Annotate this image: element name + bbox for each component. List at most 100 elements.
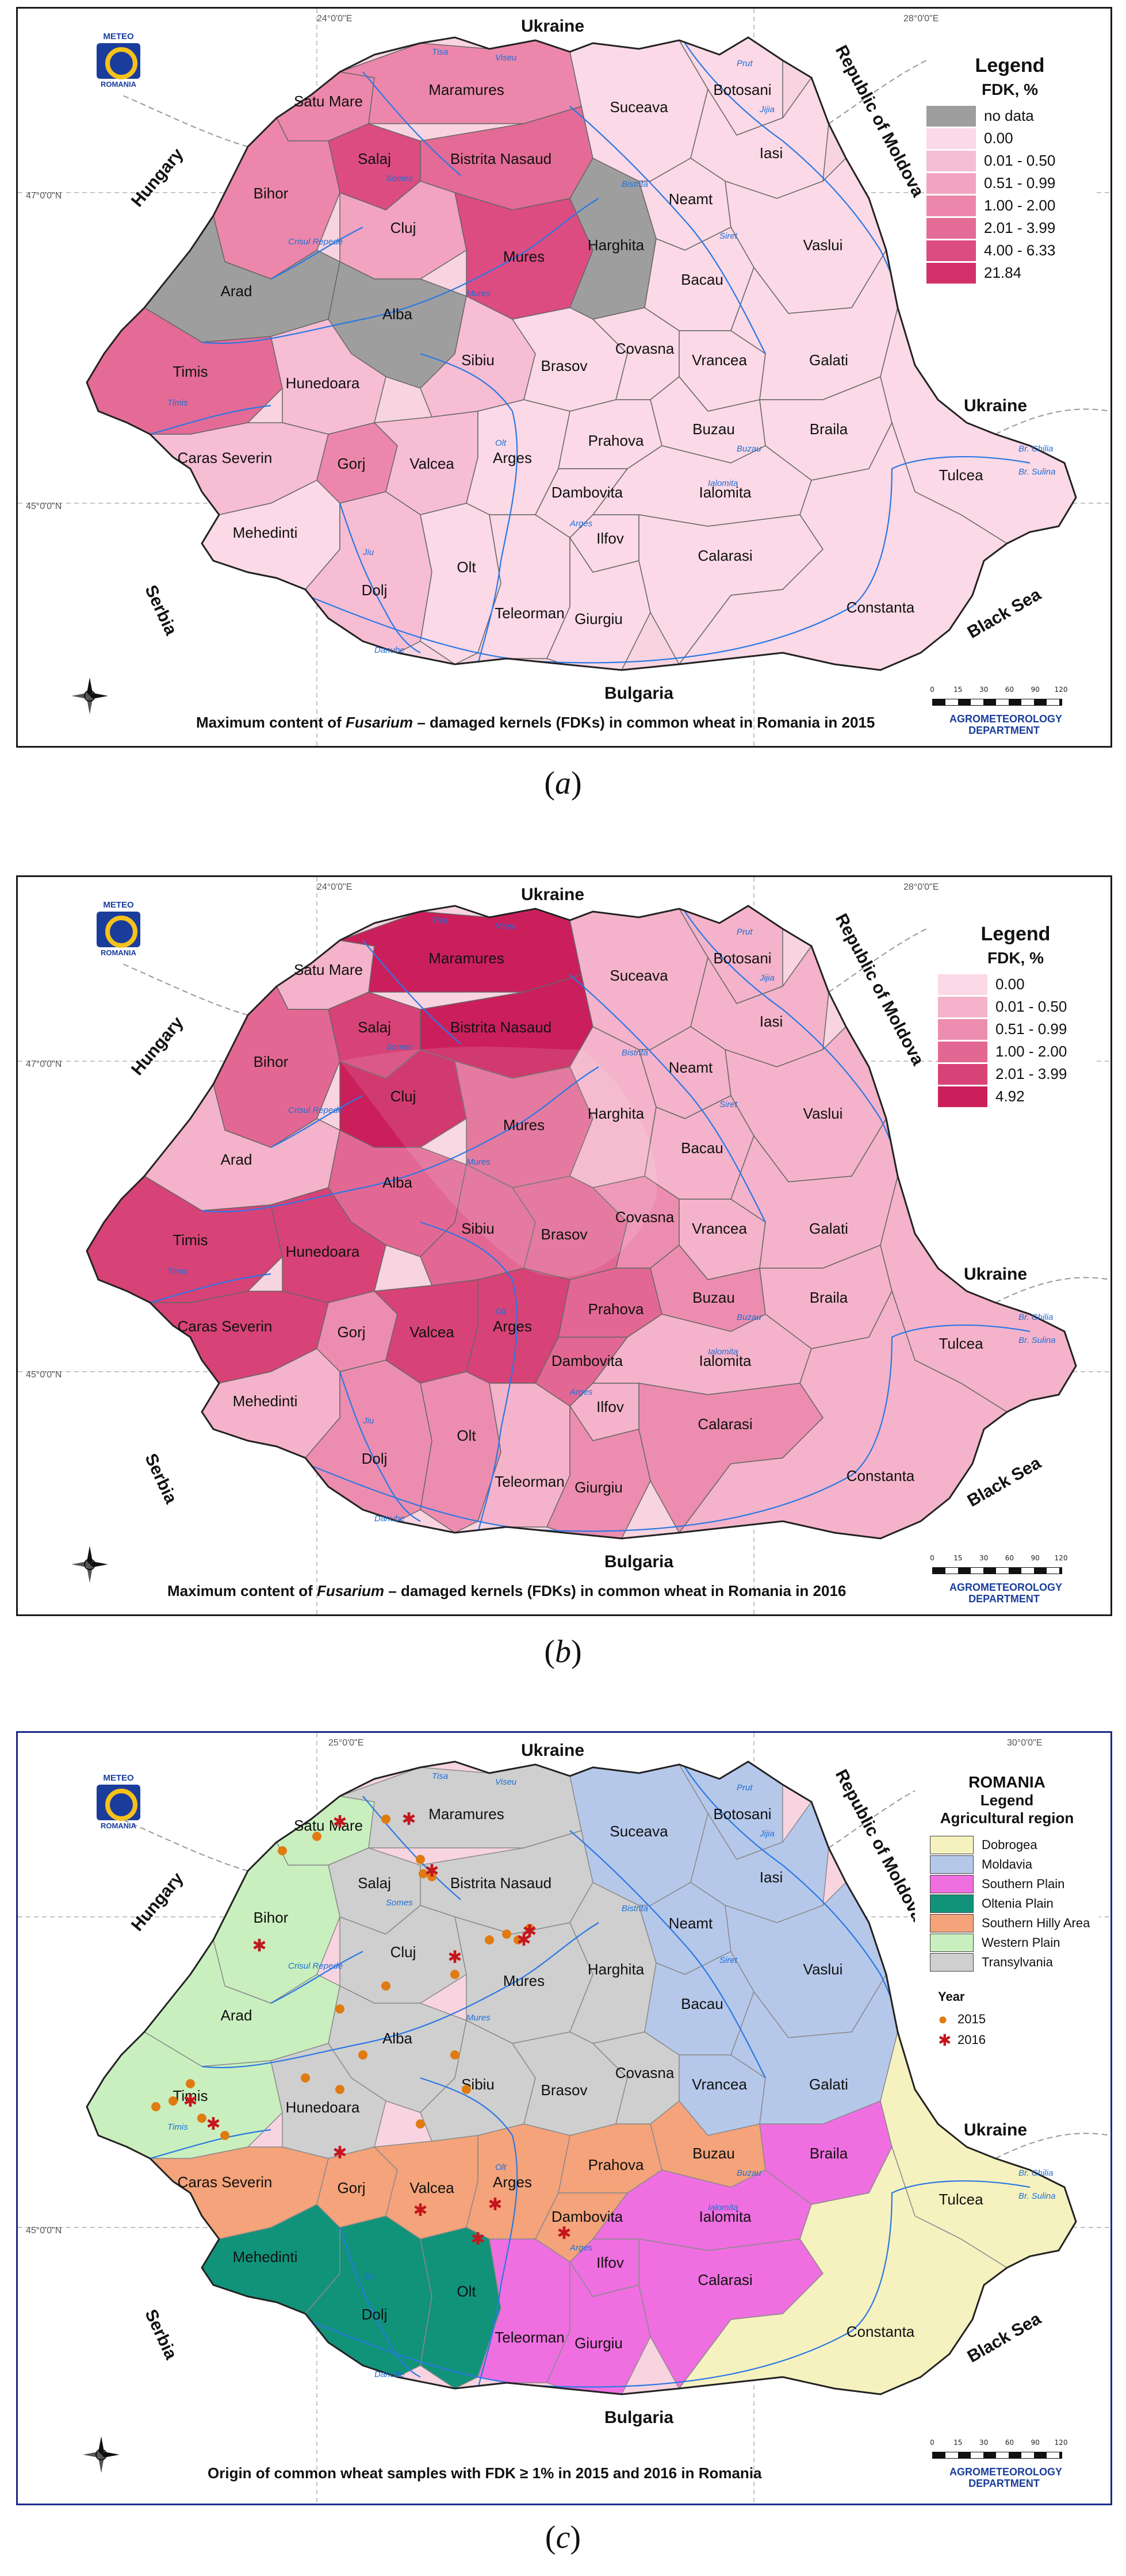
agro-text: AGROMETEOROLOGY DEPARTMENT: [949, 713, 1063, 736]
scale-label: 90: [1031, 2439, 1040, 2447]
map-title-regions: Origin of common wheat samples with FDK …: [208, 2464, 762, 2482]
scale-label: 60: [1005, 686, 1014, 694]
logo-bottom-text: ROMANIA: [100, 948, 137, 957]
county-label: Mures: [503, 248, 545, 265]
river-label: Danube: [374, 1514, 405, 1524]
county-label: Braila: [810, 1289, 848, 1306]
legend-2016: Legend FDK, % 0.00 0.01 - 0.50 0.51 - 0.99…: [938, 923, 1093, 1108]
sample-2015-marker: [462, 2085, 471, 2094]
county-label: Arad: [221, 2007, 252, 2024]
map-panel-2016: Satu Mare Maramures Salaj Bistrita Nasaud Bi…: [16, 875, 1112, 1616]
legend-swatch: [926, 240, 976, 261]
river-line: [339, 503, 421, 653]
country-label-serbia: Serbia: [141, 1450, 181, 1506]
country-label-hungary: Hungary: [128, 1013, 187, 1079]
county-label: Harghita: [588, 1105, 645, 1122]
legend-item: 2.01 - 3.99: [938, 1063, 1093, 1085]
sample-2016-marker: ✱: [206, 2114, 220, 2134]
county-label: Brasov: [541, 2081, 588, 2099]
country-label-bulgaria: Bulgaria: [604, 684, 673, 703]
county-label: Cluj: [390, 1088, 416, 1105]
river-line: [213, 456, 1031, 664]
scale-bar: [932, 699, 1062, 706]
county-label: Hunedoara: [286, 2099, 360, 2116]
river-line: [213, 2180, 1031, 2388]
legend-item: 0.51 - 0.99: [926, 172, 1093, 194]
sample-2015-marker: [358, 2050, 367, 2060]
river-label: Jijia: [759, 105, 775, 114]
county-label: Bihor: [254, 1909, 289, 1926]
county-label: Olt: [457, 1427, 476, 1444]
river-label: Ialomita: [708, 1347, 738, 1357]
county-label: Suceava: [610, 1823, 668, 1840]
legend-swatch: [938, 1086, 987, 1107]
sample-2015-marker: [416, 1855, 425, 1864]
county-label: Alba: [382, 305, 413, 323]
river-label: Tisa: [432, 47, 448, 57]
river-label: Somes: [386, 1042, 413, 1052]
sea-label-black-sea: Black Sea: [964, 2309, 1045, 2367]
legend-item: 21.84: [926, 262, 1093, 284]
county-label: Iasi: [760, 1013, 783, 1030]
county-label: Caras Severin: [178, 1318, 273, 1335]
river-line: [569, 106, 766, 354]
legend-title: Legend: [981, 923, 1051, 945]
river-label: Olt: [495, 1307, 507, 1316]
caption-a-letter: a: [555, 765, 571, 801]
sample-2015-marker: [450, 1970, 459, 1979]
logo-top-text: METEO: [103, 900, 134, 910]
county-label: Constanta: [847, 599, 915, 616]
sample-2015-marker: [485, 1935, 494, 1945]
river-label: Arges: [569, 1387, 593, 1397]
legend-label: 2.01 - 3.99: [984, 219, 1056, 236]
county-label: Galati: [809, 2076, 848, 2093]
romania-outline: [86, 36, 1077, 671]
romania-outline: [86, 905, 1077, 1540]
river-label: Somes: [386, 1898, 413, 1908]
legend-title: ROMANIA: [968, 1773, 1045, 1791]
county-label: Satu Mare: [294, 1817, 363, 1834]
coordinate-label: 47°0'0"N: [26, 191, 62, 201]
county-label: Calarasi: [698, 2271, 752, 2288]
county-layer: [87, 37, 1076, 670]
asterisk-marker-icon: ✱: [938, 2031, 952, 2049]
county-label: Covasna: [615, 340, 675, 357]
legend-swatch: [938, 996, 987, 1017]
county-label: Satu Mare: [294, 93, 363, 110]
legend-item: 1.00 - 2.00: [938, 1040, 1093, 1063]
county-label: Alba: [382, 1174, 413, 1191]
county-label: Bihor: [254, 185, 289, 202]
legend-rows: Dobrogea Moldavia Southern Plain Oltenia Pl…: [930, 1835, 1099, 1972]
river-label: Ialomita: [708, 2203, 738, 2213]
legend-item: no data: [926, 105, 1093, 127]
county-label: Mehedinti: [233, 524, 298, 541]
county-label: Hunedoara: [286, 374, 360, 392]
scale-label: 30: [979, 1554, 988, 1562]
legend-subtitle-2: Agricultural region: [940, 1809, 1074, 1827]
sample-2016-marker: ✱: [252, 1936, 266, 1956]
legend-swatch: [926, 105, 976, 127]
coordinate-label: 24°0'0"E: [317, 14, 352, 24]
scale-label: 30: [979, 2439, 988, 2447]
dot-marker-icon: ●: [938, 2010, 948, 2028]
river-label: Timis: [167, 1266, 188, 1276]
county-label: Buzau: [692, 1289, 735, 1306]
county-label: Giurgiu: [575, 610, 623, 627]
legend-item: 0.51 - 0.99: [938, 1018, 1093, 1040]
legend-swatch: [938, 1063, 987, 1085]
sample-2015-marker: [197, 2114, 206, 2123]
county-label: Bacau: [681, 271, 723, 288]
river-label: Arges: [569, 519, 593, 529]
sample-2016-marker: ✱: [401, 1809, 416, 1829]
sample-2015-marker: [168, 2096, 178, 2106]
county-label: Cluj: [390, 1943, 416, 1961]
coordinate-label: 28°0'0"E: [903, 882, 939, 892]
river-line: [201, 198, 599, 345]
county-label: Arad: [221, 1151, 252, 1168]
sample-2016-marker: ✱: [332, 2143, 347, 2163]
romania-outline: [86, 1760, 1077, 2395]
county-label: Buzau: [692, 420, 735, 438]
river-label: Olt: [495, 2162, 507, 2172]
title-italic: Fusarium: [346, 714, 413, 731]
county-label: Maramures: [428, 81, 504, 98]
